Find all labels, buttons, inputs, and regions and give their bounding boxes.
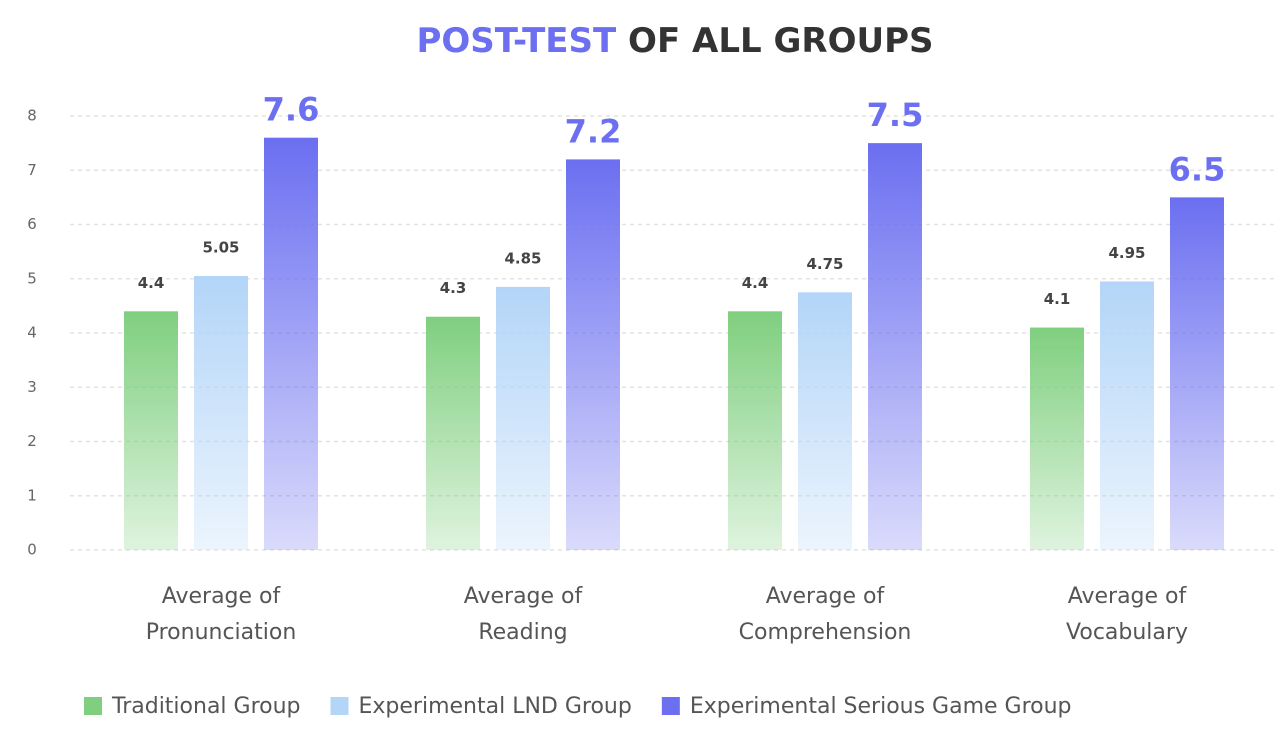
y-tick-label: 3 bbox=[27, 378, 37, 396]
bar bbox=[728, 311, 782, 550]
y-tick-label: 4 bbox=[27, 324, 37, 342]
y-tick-label: 5 bbox=[27, 269, 37, 287]
bar bbox=[1030, 327, 1084, 550]
x-tick-label: Average of bbox=[162, 584, 282, 609]
bar bbox=[426, 316, 480, 550]
x-tick-label: Reading bbox=[478, 620, 567, 645]
y-tick-label: 2 bbox=[27, 432, 37, 450]
legend-label: Experimental Serious Game Group bbox=[690, 694, 1072, 719]
data-label: 4.3 bbox=[440, 279, 467, 297]
legend-swatch bbox=[84, 697, 102, 715]
data-label: 4.4 bbox=[138, 274, 165, 292]
legend-label: Traditional Group bbox=[111, 694, 301, 719]
chart-title: POST-TEST OF ALL GROUPS bbox=[416, 21, 933, 61]
bar bbox=[264, 137, 318, 550]
x-tick-label: Average of bbox=[766, 584, 886, 609]
bar bbox=[566, 159, 620, 550]
data-label: 4.85 bbox=[504, 249, 541, 267]
data-label: 4.1 bbox=[1044, 290, 1071, 308]
x-tick-label: Pronunciation bbox=[146, 620, 297, 645]
legend-swatch bbox=[330, 697, 349, 715]
data-label: 4.4 bbox=[742, 274, 769, 292]
data-label: 7.6 bbox=[263, 91, 320, 129]
x-tick-label: Vocabulary bbox=[1066, 620, 1188, 645]
bar bbox=[194, 276, 248, 550]
x-tick-label: Average of bbox=[464, 584, 584, 609]
title-rest: OF ALL GROUPS bbox=[628, 21, 933, 61]
y-tick-label: 0 bbox=[27, 541, 37, 559]
y-tick-label: 6 bbox=[27, 215, 37, 233]
bar bbox=[496, 286, 550, 550]
x-tick-label: Average of bbox=[1068, 584, 1188, 609]
data-label: 5.05 bbox=[202, 239, 239, 257]
data-label: 7.2 bbox=[565, 112, 622, 150]
y-tick-label: 7 bbox=[27, 161, 37, 179]
data-label: 6.5 bbox=[1169, 150, 1226, 188]
title-highlight: POST-TEST bbox=[416, 21, 617, 61]
bar bbox=[1170, 197, 1224, 550]
y-tick-label: 1 bbox=[27, 486, 37, 504]
data-label: 7.5 bbox=[867, 96, 924, 134]
x-tick-label: Comprehension bbox=[739, 620, 912, 645]
legend-swatch bbox=[661, 697, 680, 715]
legend-label: Experimental LND Group bbox=[359, 694, 632, 719]
bar bbox=[868, 143, 922, 550]
bar bbox=[798, 292, 852, 550]
data-label: 4.95 bbox=[1108, 244, 1145, 262]
y-tick-label: 8 bbox=[27, 107, 37, 125]
bar bbox=[124, 311, 178, 550]
data-label: 4.75 bbox=[806, 255, 843, 273]
bar bbox=[1100, 281, 1154, 550]
